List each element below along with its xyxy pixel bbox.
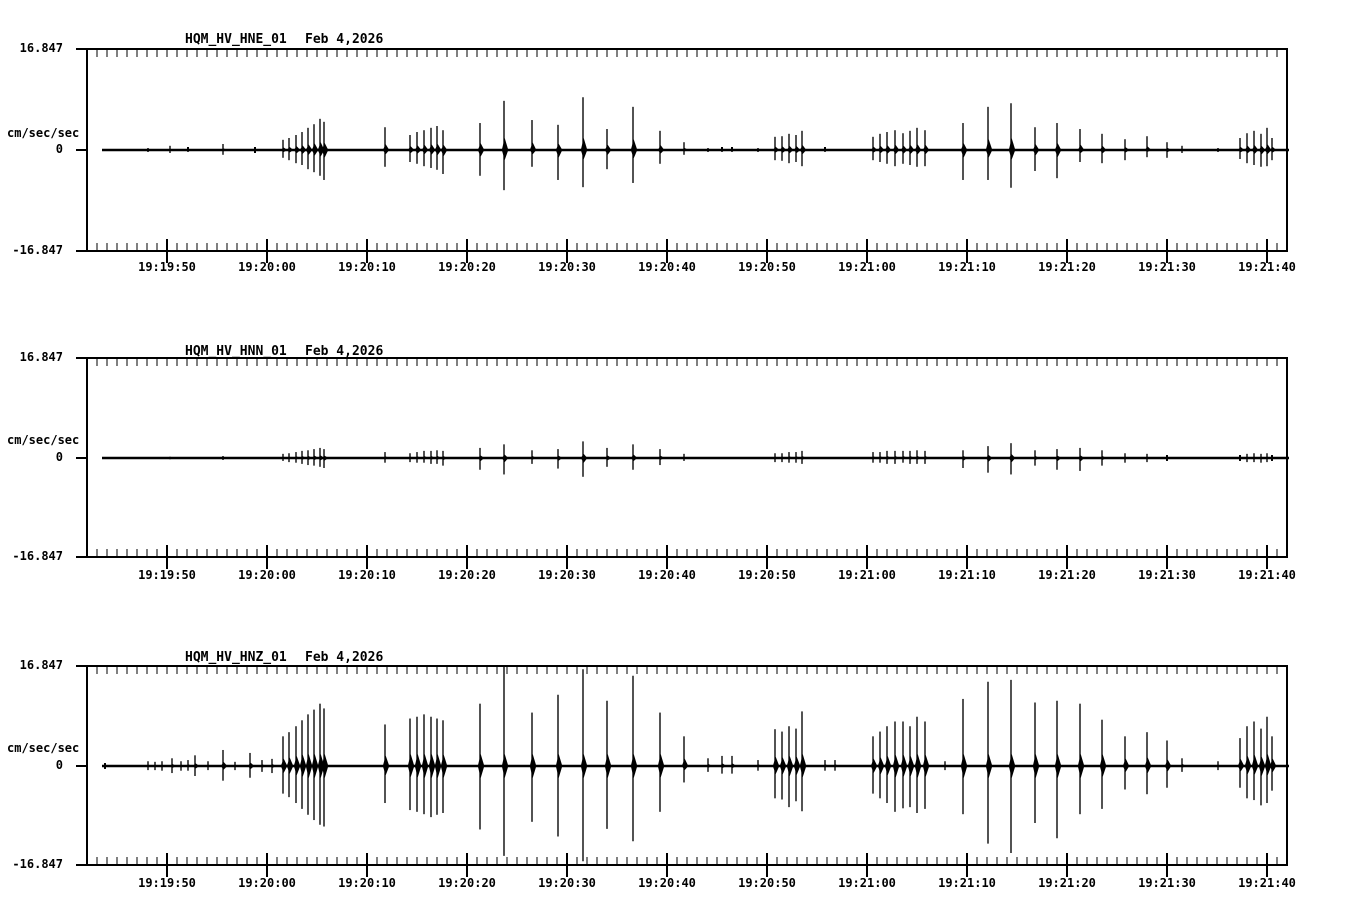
x-tick-label: 19:21:00 [838,876,896,890]
y-units-label: cm/sec/sec [7,126,80,140]
panel-3-title: HQM_HV_HNZ_01 Feb 4,2026 [185,651,383,665]
x-tick-label: 19:20:10 [338,568,396,582]
x-tick-label: 19:21:00 [838,260,896,274]
y-zero-label: 0 [55,758,63,772]
x-tick-label: 19:20:30 [538,568,596,582]
x-tick-label: 19:20:40 [638,876,696,890]
x-tick-label: 19:21:10 [938,260,996,274]
y-units-label: cm/sec/sec [7,741,80,755]
y-max-label: 16.847 [19,658,63,672]
x-tick-label: 19:21:10 [938,876,996,890]
x-tick-label: 19:20:30 [538,876,596,890]
x-tick-label: 19:20:50 [738,260,796,274]
y-units-label: cm/sec/sec [7,433,80,447]
station-label: HQM_HV_HNZ_01 [185,650,287,665]
x-tick-label: 19:19:50 [138,260,196,274]
x-tick-label: 19:20:50 [738,876,796,890]
x-tick-label: 19:21:10 [938,568,996,582]
x-tick-label: 19:20:10 [338,876,396,890]
date-label: Feb 4,2026 [305,650,384,665]
x-tick-label: 19:21:30 [1138,568,1196,582]
date-label: Feb 4,2026 [305,344,384,359]
y-min-label: -16.847 [12,857,63,871]
x-tick-label: 19:21:20 [1038,260,1096,274]
panel-1-title: HQM_HV_HNE_01 Feb 4,2026 [185,33,383,47]
x-tick-label: 19:20:30 [538,260,596,274]
x-tick-label: 19:20:10 [338,260,396,274]
x-tick-label: 19:21:40 [1238,568,1296,582]
x-tick-label: 19:19:50 [138,876,196,890]
x-tick-label: 19:21:20 [1038,568,1096,582]
y-zero-label: 0 [55,450,63,464]
station-label: HQM_HV_HNN_01 [185,344,287,359]
y-min-label: -16.847 [12,243,63,257]
x-tick-label: 19:20:00 [238,568,296,582]
x-tick-label: 19:21:20 [1038,876,1096,890]
x-tick-label: 19:21:30 [1138,260,1196,274]
y-max-label: 16.847 [19,350,63,364]
x-tick-label: 19:21:00 [838,568,896,582]
y-max-label: 16.847 [19,41,63,55]
y-zero-label: 0 [55,142,63,156]
x-tick-label: 19:20:40 [638,568,696,582]
x-tick-label: 19:20:20 [438,260,496,274]
x-tick-label: 19:19:50 [138,568,196,582]
x-tick-label: 19:20:50 [738,568,796,582]
x-tick-label: 19:21:40 [1238,260,1296,274]
y-min-label: -16.847 [12,549,63,563]
x-tick-label: 19:20:40 [638,260,696,274]
x-tick-label: 19:20:00 [238,876,296,890]
x-tick-label: 19:20:20 [438,568,496,582]
x-tick-label: 19:21:30 [1138,876,1196,890]
x-tick-label: 19:21:40 [1238,876,1296,890]
x-tick-label: 19:20:20 [438,876,496,890]
station-label: HQM_HV_HNE_01 [185,32,287,47]
panel-2-title: HQM_HV_HNN_01 Feb 4,2026 [185,345,383,359]
date-label: Feb 4,2026 [305,32,384,47]
x-tick-label: 19:20:00 [238,260,296,274]
